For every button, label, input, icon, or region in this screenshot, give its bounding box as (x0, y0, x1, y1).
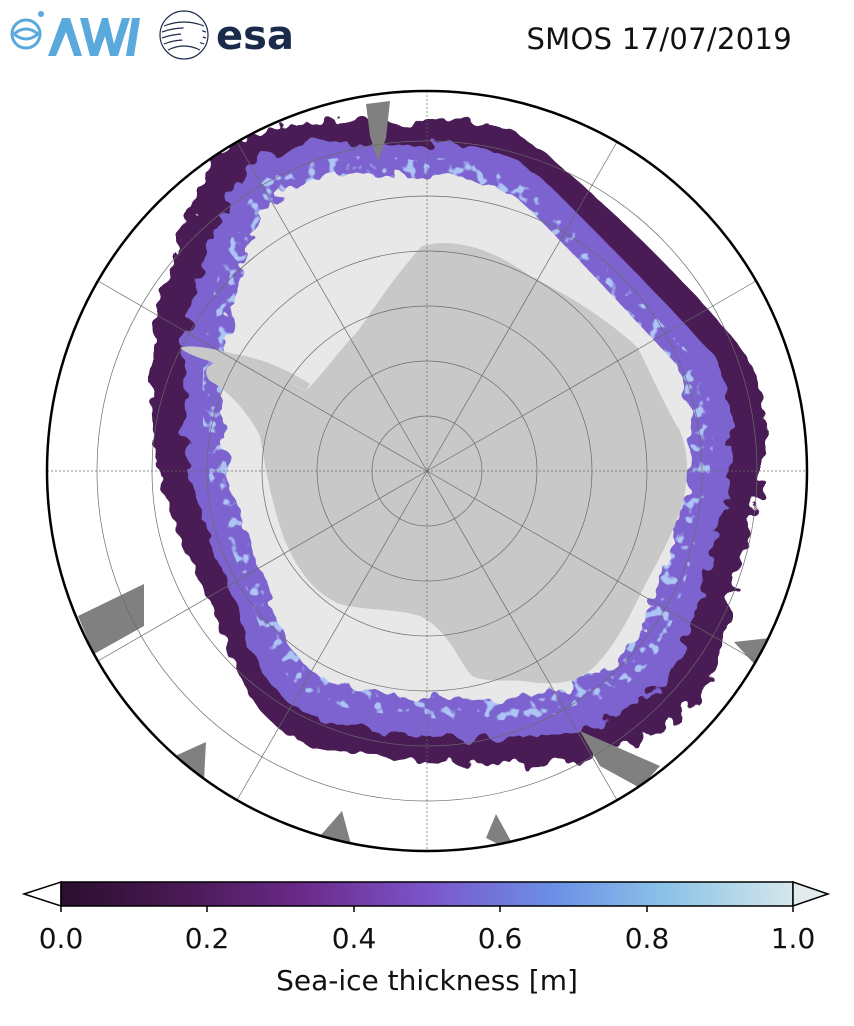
sea-ice-map (45, 89, 809, 853)
colorbar (21, 880, 831, 912)
esa-logo: esa (158, 8, 308, 66)
meridian (236, 470, 428, 801)
colorbar-ticks (60, 906, 794, 912)
map-title: SMOS 17/07/2019 (526, 22, 792, 56)
svg-text:esa: esa (216, 13, 294, 59)
missing-data-wedge (366, 101, 390, 161)
antarctic-peninsula (180, 346, 310, 391)
antarctica (206, 243, 687, 684)
colorbar-tick-label: 0.4 (331, 922, 377, 955)
colorbar-label: Sea-ice thickness [m] (276, 964, 578, 997)
meridian (97, 470, 428, 662)
meridian (426, 470, 618, 801)
colorbar-tick-label: 0.0 (38, 922, 84, 955)
colorbar-tick-label: 0.6 (477, 922, 523, 955)
colorbar-extend-low (21, 880, 62, 908)
graticule (47, 91, 807, 851)
missing-data-wedge (175, 742, 206, 780)
awi-logo (6, 6, 146, 66)
colorbar-extend-high (792, 880, 831, 908)
colorbar-tick-label: 0.8 (624, 922, 670, 955)
meridian (426, 280, 757, 472)
meridian (97, 280, 428, 472)
colorbar-tick-label: 0.2 (184, 922, 230, 955)
map-boundary (45, 89, 809, 853)
meridian (236, 141, 428, 472)
missing-data-wedge (580, 731, 660, 788)
colorbar-gradient (60, 881, 794, 907)
missing-data-wedge (78, 584, 144, 654)
colorbar-tick-label: 1.0 (770, 922, 816, 955)
meridian (426, 470, 757, 662)
meridian (426, 141, 618, 472)
